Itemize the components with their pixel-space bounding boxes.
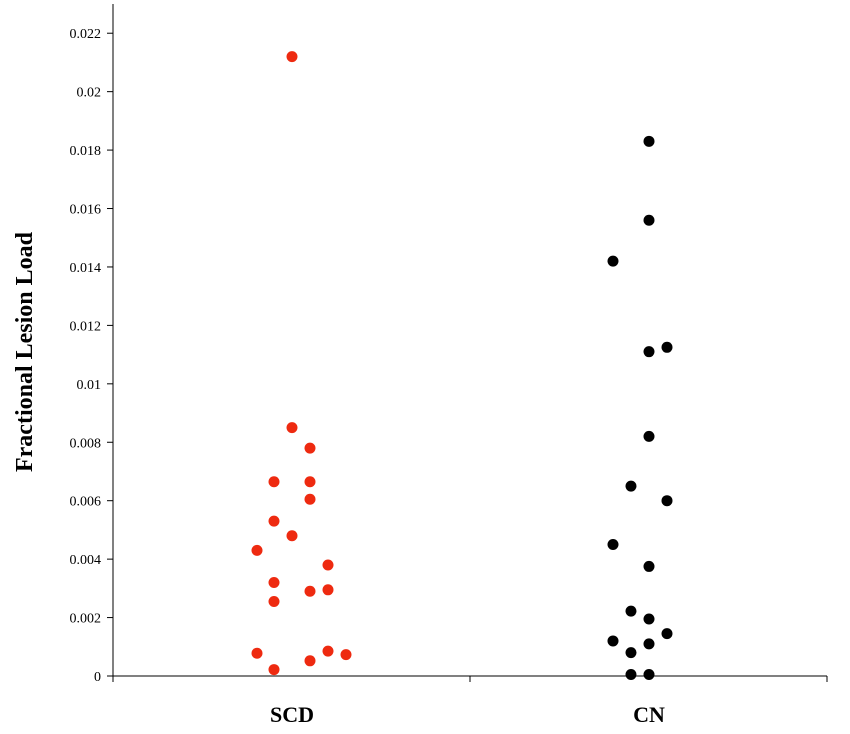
data-point-scd <box>304 476 316 488</box>
data-point-cn <box>661 495 673 507</box>
data-point-cn <box>643 346 655 358</box>
data-point-cn <box>643 669 655 681</box>
y-axis: 0 0.002 0.004 0.006 0.008 0.01 0.012 0.014 0.016… <box>70 4 114 685</box>
data-point-cn <box>625 669 637 681</box>
y-tick-label: 0.016 <box>70 203 102 218</box>
data-point-scd <box>304 655 316 667</box>
y-tick-label: 0.012 <box>70 319 102 334</box>
data-point-scd <box>268 476 280 488</box>
data-point-cn <box>607 539 619 551</box>
data-point-scd <box>268 515 280 527</box>
data-point-cn <box>625 480 637 492</box>
data-point-cn <box>661 628 673 640</box>
data-point-scd <box>251 647 263 659</box>
data-point-scd <box>268 577 280 589</box>
data-point-scd <box>268 595 280 607</box>
y-tick-label: 0.022 <box>70 27 102 42</box>
y-tick-label: 0.02 <box>77 86 102 101</box>
data-points <box>251 51 673 681</box>
data-point-cn <box>643 135 655 147</box>
y-tick-label: 0.018 <box>70 144 102 159</box>
data-point-scd <box>304 442 316 454</box>
y-tick-label: 0.01 <box>77 378 102 393</box>
data-point-cn <box>607 255 619 267</box>
data-point-cn <box>661 341 673 353</box>
data-point-scd <box>304 493 316 505</box>
data-point-cn <box>643 638 655 650</box>
y-tick-label: 0 <box>94 670 101 685</box>
data-point-scd <box>268 664 280 676</box>
x-category-label: SCD <box>270 702 314 727</box>
data-point-cn <box>643 613 655 625</box>
data-point-scd <box>322 645 334 657</box>
y-axis-title: Fractional Lesion Load <box>12 231 38 472</box>
y-tick-label: 0.008 <box>70 436 102 451</box>
data-point-cn <box>643 214 655 226</box>
y-tick-label: 0.014 <box>70 261 102 276</box>
data-point-scd <box>251 544 263 556</box>
data-point-cn <box>625 605 637 617</box>
data-point-scd <box>340 649 352 661</box>
data-point-scd <box>286 422 298 434</box>
x-axis: SCD CN <box>112 675 828 727</box>
x-category-label: CN <box>633 702 665 727</box>
data-point-scd <box>304 585 316 597</box>
data-point-cn <box>643 560 655 572</box>
y-tick-label: 0.006 <box>70 495 102 510</box>
data-point-scd <box>322 559 334 571</box>
data-point-scd <box>286 51 298 63</box>
y-tick-label: 0.002 <box>70 612 102 627</box>
data-point-cn <box>643 430 655 442</box>
data-point-cn <box>607 635 619 647</box>
data-point-cn <box>625 647 637 659</box>
y-tick-label: 0.004 <box>70 553 102 568</box>
data-point-scd <box>286 530 298 542</box>
data-point-scd <box>322 584 334 596</box>
